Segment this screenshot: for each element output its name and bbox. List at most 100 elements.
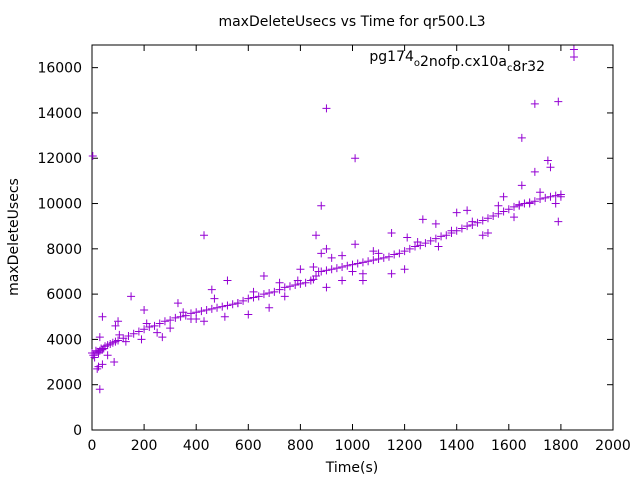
legend: pg174o2nofp.cx10ac8r32	[369, 49, 578, 75]
data-point	[124, 332, 133, 341]
data-point	[327, 265, 336, 274]
data-point	[483, 214, 492, 223]
data-point	[192, 308, 201, 317]
data-point	[233, 299, 242, 308]
data-point	[530, 167, 539, 176]
data-point	[317, 267, 326, 276]
data-point	[239, 296, 248, 305]
data-point	[478, 216, 487, 225]
data-point	[551, 199, 560, 208]
x-tick-label: 1200	[387, 438, 423, 454]
data-point	[353, 259, 362, 268]
data-point	[197, 307, 206, 316]
data-point	[218, 302, 227, 311]
data-point	[437, 232, 446, 241]
data-point	[95, 333, 104, 342]
data-point	[115, 330, 124, 339]
x-tick-label: 1800	[543, 438, 579, 454]
data-point	[192, 315, 201, 324]
data-point	[301, 278, 310, 287]
data-point	[103, 351, 112, 360]
data-point	[400, 247, 409, 256]
data-point	[317, 249, 326, 258]
data-point	[322, 266, 331, 275]
data-point	[200, 231, 209, 240]
data-point	[442, 231, 451, 240]
legend-marker-plus	[570, 53, 578, 61]
y-tick-label: 6000	[46, 287, 82, 303]
data-point	[343, 261, 352, 270]
data-point	[93, 364, 102, 373]
data-point	[220, 312, 229, 321]
data-point	[541, 193, 550, 202]
data-point	[546, 192, 555, 201]
x-tick-label: 200	[131, 438, 158, 454]
data-point	[275, 285, 284, 294]
data-point	[179, 308, 188, 317]
data-point	[244, 294, 253, 303]
data-point	[210, 294, 219, 303]
x-axis-label: Time(s)	[325, 460, 378, 476]
data-point	[517, 181, 526, 190]
data-point	[525, 199, 534, 208]
data-point	[510, 202, 519, 211]
data-point	[280, 283, 289, 292]
data-point	[275, 278, 284, 287]
data-point	[94, 362, 103, 371]
data-point	[483, 228, 492, 237]
data-point	[338, 276, 347, 285]
data-point	[338, 251, 347, 260]
data-point	[322, 283, 331, 292]
data-point	[259, 290, 268, 299]
legend-marker	[570, 53, 578, 61]
data-point	[270, 287, 279, 296]
data-point	[390, 250, 399, 259]
y-tick-label: 12000	[37, 151, 82, 167]
data-point	[142, 319, 151, 328]
data-point	[369, 256, 378, 265]
data-point	[413, 238, 422, 247]
data-point	[150, 321, 159, 330]
data-point	[499, 207, 508, 216]
data-point	[312, 272, 321, 280]
data-point	[137, 335, 146, 344]
data-point	[309, 262, 318, 271]
data-point	[494, 201, 503, 210]
data-point	[207, 285, 216, 294]
data-point	[140, 305, 149, 314]
data-point	[403, 233, 412, 242]
data-point	[88, 151, 97, 160]
data-point	[478, 231, 487, 240]
data-point	[554, 217, 563, 226]
y-tick-label: 4000	[46, 332, 82, 348]
data-point	[114, 317, 123, 326]
data-point	[463, 206, 472, 215]
y-tick-label: 16000	[37, 61, 82, 77]
data-point	[447, 226, 456, 235]
data-point	[285, 282, 294, 291]
data-point	[431, 234, 440, 243]
data-point	[411, 242, 420, 251]
data-point	[351, 240, 360, 249]
x-tick-label: 1000	[335, 438, 371, 454]
data-point	[369, 247, 378, 256]
data-point	[348, 267, 357, 276]
data-point	[317, 201, 326, 210]
data-point	[418, 215, 427, 224]
data-point	[556, 192, 565, 201]
data-point	[452, 208, 461, 217]
data-point	[166, 324, 175, 333]
y-tick-label: 2000	[46, 378, 82, 394]
y-tick-label: 14000	[37, 106, 82, 122]
data-point	[338, 262, 347, 271]
data-point	[207, 304, 216, 313]
data-point	[499, 192, 508, 201]
data-point	[244, 310, 253, 319]
data-point	[536, 195, 545, 203]
x-tick-label: 800	[287, 438, 314, 454]
data-point	[223, 301, 232, 310]
data-point	[358, 269, 367, 278]
data-point	[213, 303, 222, 312]
data-point	[530, 99, 539, 108]
data-point	[554, 97, 563, 106]
